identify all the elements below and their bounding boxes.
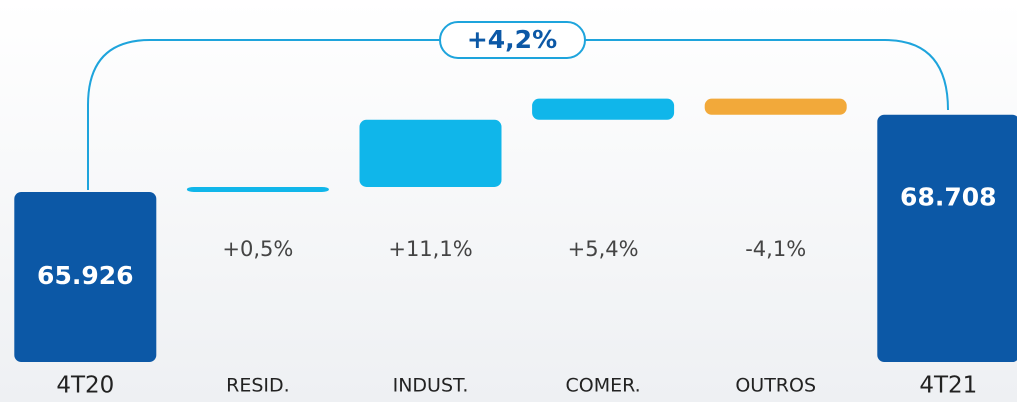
annotation-box xyxy=(439,21,586,59)
bar xyxy=(704,98,847,115)
growth-label: +5,4% xyxy=(568,237,639,261)
x-tick-label: OUTROS xyxy=(735,375,816,397)
bar xyxy=(14,191,157,362)
x-tick-label: 4T21 xyxy=(919,373,977,399)
bar xyxy=(532,98,675,120)
growth-bracket xyxy=(87,39,949,190)
growth-label: -4,1% xyxy=(745,237,806,261)
value-label: 65.926 xyxy=(37,261,133,290)
annotation: +4,2% xyxy=(467,25,557,54)
bar xyxy=(877,114,1017,362)
x-tick-label: RESID. xyxy=(226,375,290,397)
value-label: 68.708 xyxy=(900,182,996,211)
growth-label: +11,1% xyxy=(388,237,472,261)
bar xyxy=(186,186,329,192)
bar xyxy=(359,119,502,187)
x-tick-label: COMER. xyxy=(566,375,641,397)
x-tick-label: INDUST. xyxy=(393,375,469,397)
growth-label: +0,5% xyxy=(222,237,293,261)
x-tick-label: 4T20 xyxy=(56,373,114,399)
